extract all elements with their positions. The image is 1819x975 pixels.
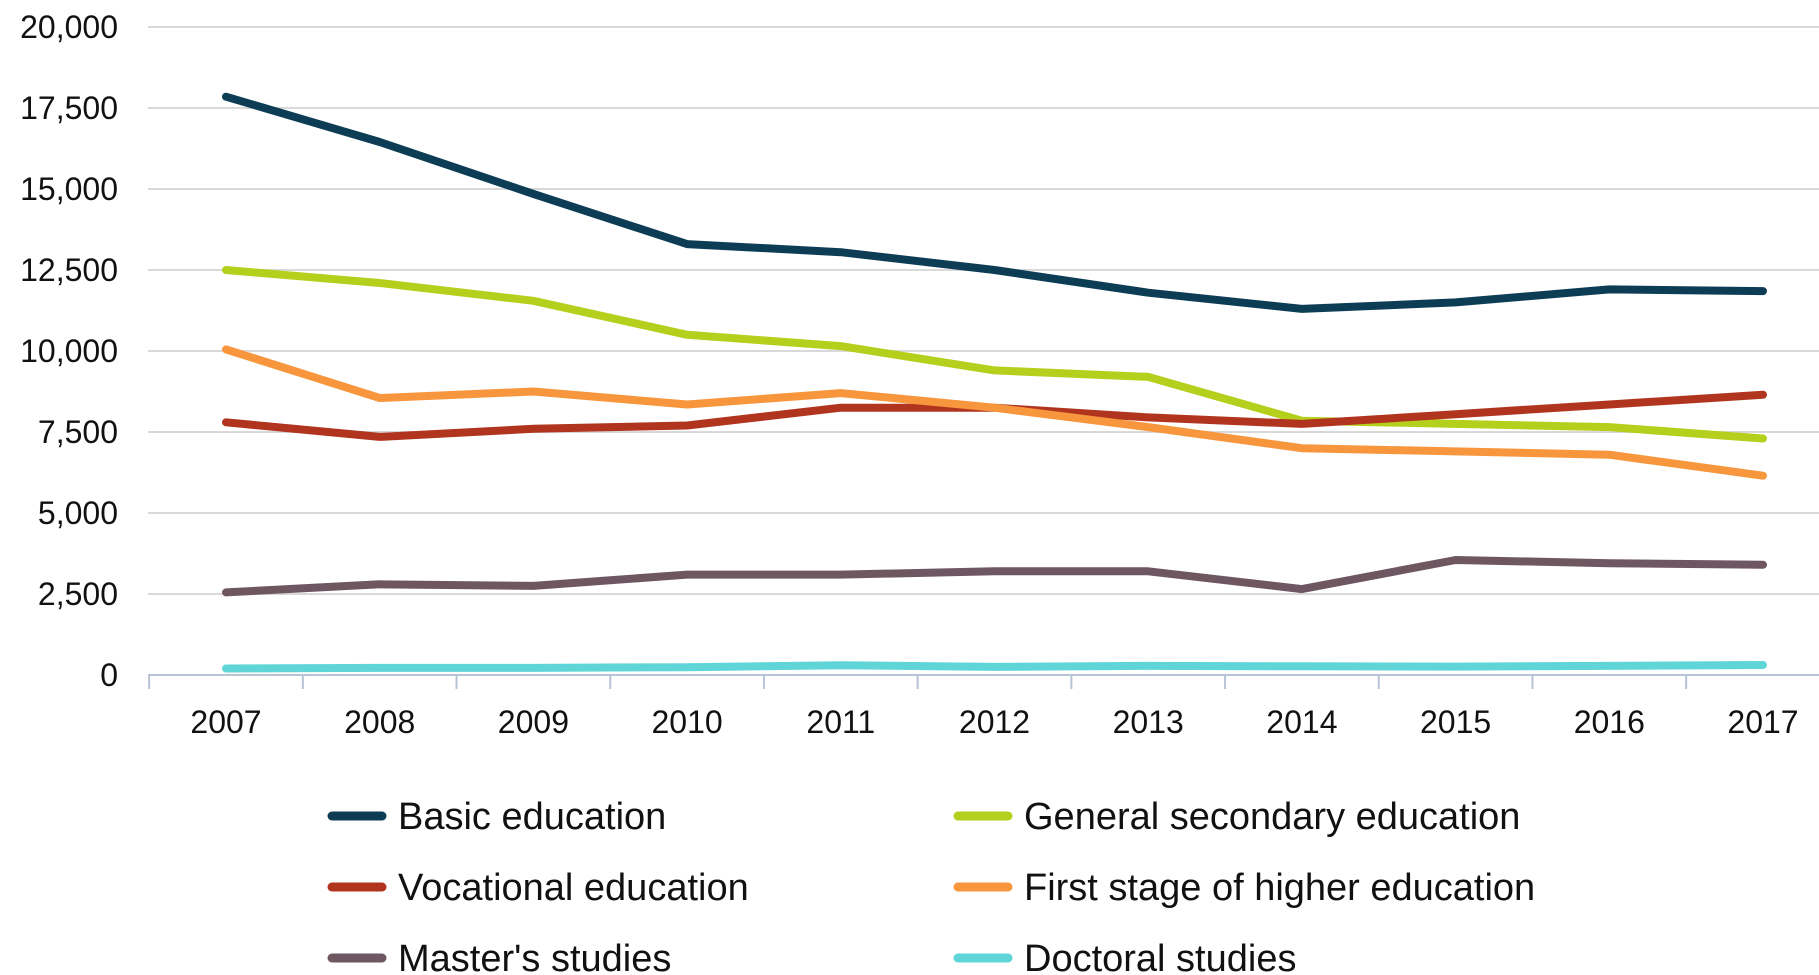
y-tick-label: 0 [100, 657, 118, 693]
legend-label-5: Doctoral studies [1024, 938, 1296, 975]
y-tick-label: 2,500 [38, 576, 118, 612]
legend-label-3: First stage of higher education [1024, 867, 1535, 909]
grid-lines [148, 26, 1819, 595]
y-tick-label: 10,000 [20, 333, 118, 369]
legend-label-1: General secondary education [1024, 796, 1520, 838]
y-tick-label: 17,500 [20, 90, 118, 126]
x-tick-label: 2009 [498, 704, 569, 740]
x-tick-label: 2016 [1574, 704, 1645, 740]
legend: Basic education General secondary educati… [327, 796, 1535, 975]
series-line-1 [222, 266, 1767, 443]
x-tick-label: 2017 [1727, 704, 1798, 740]
x-tick-label: 2014 [1266, 704, 1337, 740]
series-line-0 [222, 92, 1767, 313]
x-tick-label: 2015 [1420, 704, 1491, 740]
legend-label-2: Vocational education [398, 867, 749, 909]
series-line-5 [222, 661, 1767, 673]
y-tick-label: 5,000 [38, 495, 118, 531]
y-tick-label: 12,500 [20, 252, 118, 288]
x-tick-label: 2008 [344, 704, 415, 740]
legend-label-0: Basic education [398, 796, 666, 838]
x-tick-label: 2012 [959, 704, 1030, 740]
x-tick-label: 2007 [190, 704, 261, 740]
y-tick-label: 20,000 [20, 9, 118, 45]
x-tick-label: 2011 [806, 704, 875, 740]
series-lines [222, 92, 1767, 673]
legend-label-4: Master's studies [398, 938, 671, 975]
x-tick-label: 2013 [1113, 704, 1184, 740]
y-tick-label: 15,000 [20, 171, 118, 207]
series-line-3 [222, 345, 1767, 480]
y-tick-label: 7,500 [38, 414, 118, 450]
x-tick-label: 2010 [652, 704, 723, 740]
axes: 0 2,500 5,000 7,500 10,000 12,500 15,000 17,500… [20, 9, 1819, 740]
series-line-4 [222, 556, 1767, 597]
series-line-2 [222, 390, 1767, 441]
